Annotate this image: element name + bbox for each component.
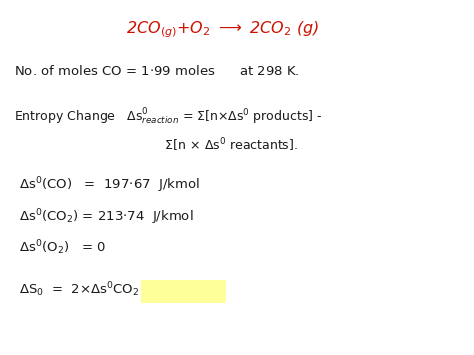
Text: No. of moles CO = 1$\cdot$99 moles      at 298 K.: No. of moles CO = 1$\cdot$99 moles at 29… [14, 64, 300, 78]
Text: 2CO$_{(g)}$+O$_2$ $\longrightarrow$ 2CO$_2$ (g): 2CO$_{(g)}$+O$_2$ $\longrightarrow$ 2CO$… [126, 20, 319, 40]
Text: $\Delta$S$_0$  =  2$\times$$\Delta$s$^0$CO$_2$: $\Delta$S$_0$ = 2$\times$$\Delta$s$^0$CO… [19, 280, 139, 299]
Text: $\Delta$s$^0$(CO$_2$) = 213$\cdot$74  J/kmol: $\Delta$s$^0$(CO$_2$) = 213$\cdot$74 J/k… [19, 208, 193, 227]
Text: $\Delta$s$^0$(O$_2$)   = 0: $\Delta$s$^0$(O$_2$) = 0 [19, 238, 106, 257]
Text: $\Delta$s$^0$(CO)   =  197$\cdot$67  J/kmol: $\Delta$s$^0$(CO) = 197$\cdot$67 J/kmol [19, 176, 200, 195]
Text: Entropy Change   $\Delta$s$^0_{reaction}$ = $\Sigma$[n$\times$$\Delta$s$^0$ prod: Entropy Change $\Delta$s$^0_{reaction}$ … [14, 106, 322, 127]
FancyBboxPatch shape [141, 280, 226, 303]
Text: $\Sigma$[n $\times$ $\Delta$s$^0$ reactants].: $\Sigma$[n $\times$ $\Delta$s$^0$ reacta… [14, 137, 298, 154]
